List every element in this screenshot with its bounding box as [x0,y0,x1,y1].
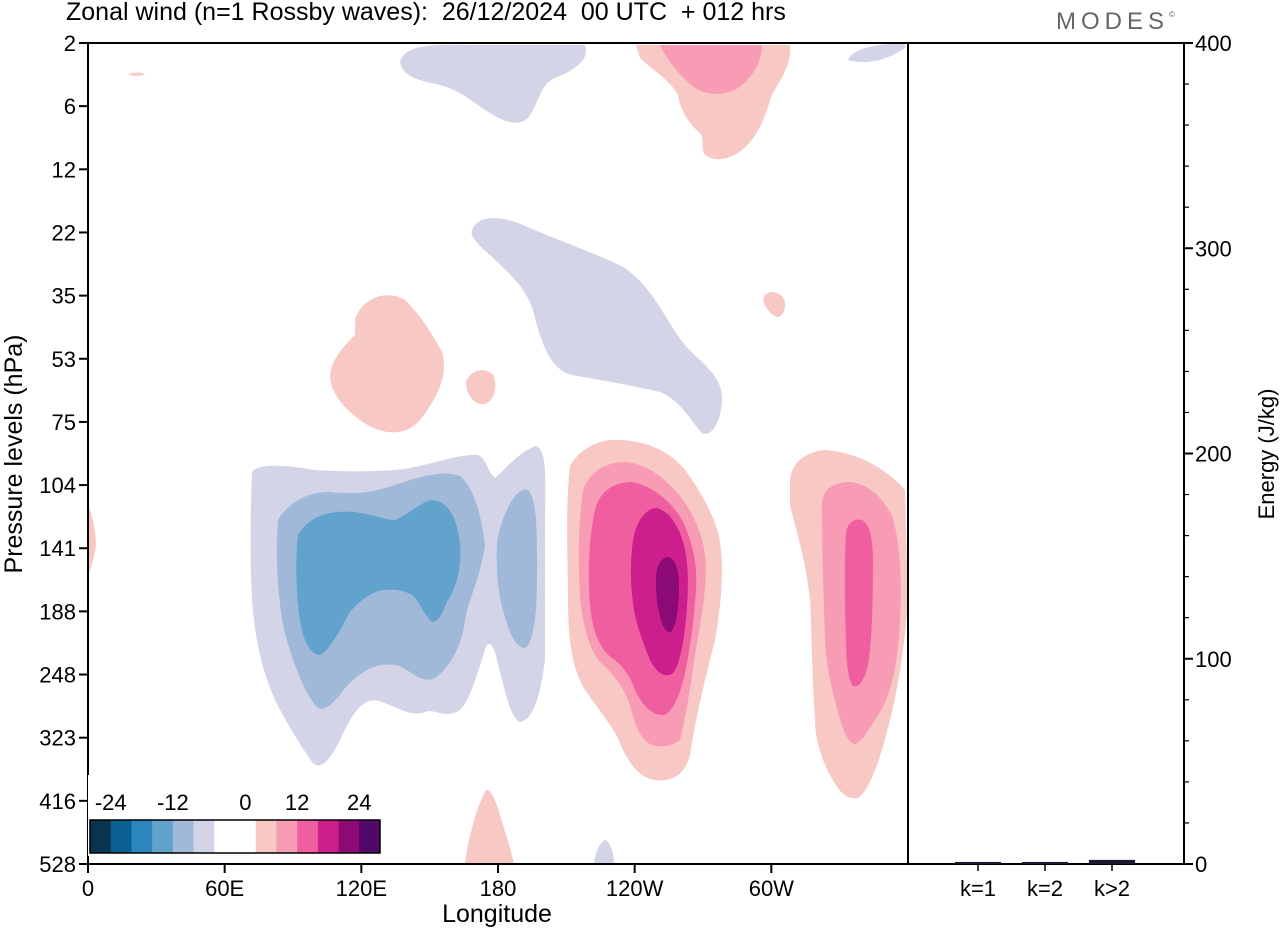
energy-tick-label: 200 [1195,442,1232,467]
contour-pos-12-trop-east [844,519,873,687]
y-axis-label: Pressure levels (hPa) [0,335,28,574]
contour-neg-9-east [496,489,538,648]
contour-neg-12-trop [296,500,461,655]
energy-bar [1089,859,1135,864]
colorbar-tick-label: 0 [239,790,251,815]
energy-category-label: k=2 [1027,876,1063,901]
energy-y-axis: 0 100 200 300 400 [1184,31,1232,877]
y-tick-label: 416 [39,789,76,814]
colorbar-swatch [276,820,298,853]
contour-pos-3-west-edge [88,505,96,575]
y-tick-label: 53 [52,347,76,372]
logo-text: MODES [1056,8,1170,35]
contour-pos-3-dash [128,72,145,76]
y-axis: 2 6 12 22 35 53 75 104 141 188 248 323 416 528 [39,31,88,877]
energy-axis-label: Energy (J/kg) [1254,389,1279,520]
y-tick-label: 75 [52,410,76,435]
colorbar-tick-label: -12 [157,790,189,815]
colorbar-swatch [172,820,195,853]
contour-plot-frame [87,42,909,865]
energy-bar [1022,861,1068,864]
contour-field [88,43,908,864]
colorbar-swatch [235,820,257,853]
y-tick-label: 248 [39,663,76,688]
energy-category-label: k>2 [1094,876,1130,901]
contour-pos-6-top [660,45,762,94]
colorbar-frame [89,819,381,854]
contour-pos-3-mid [330,295,444,433]
colorbar-swatch [297,820,319,853]
energy-tick-label: 300 [1195,236,1232,261]
x-tick-label: 120W [606,876,664,901]
y-tick-label: 2 [64,31,76,56]
energy-tick-label: 0 [1195,852,1207,877]
colorbar-swatch [110,820,132,853]
colorbar-swatch [193,820,215,853]
y-tick-label: 6 [64,94,76,119]
colorbar-swatch [255,820,277,853]
energy-plot-frame [907,42,1185,865]
colorbar-swatch [359,820,381,853]
energy-bars: k=1 k=2 k>2 [955,859,1135,901]
colorbar-swatch [338,820,360,853]
y-tick-label: 528 [39,852,76,877]
x-tick-label: 60E [205,876,244,901]
contour-pos-3-small [466,370,496,405]
contour-pos-24-trop-center [656,557,679,633]
colorbar-swatch [214,820,236,853]
x-axis: 0 60E 120E 180 120W 60W [82,864,794,901]
y-tick-label: 104 [39,473,76,498]
y-tick-label: 12 [52,157,76,182]
colorbar-swatch [317,820,340,853]
modes-logo: MODES© [1056,8,1175,36]
x-tick-label: 0 [82,876,94,901]
x-axis-label: Longitude [442,900,552,928]
colorbar-tick-label: 12 [285,790,309,815]
y-tick-label: 22 [52,220,76,245]
contour-neg-3-top [400,44,586,123]
contour-neg-3-bottom [594,840,614,864]
y-tick-label: 141 [39,536,76,561]
contour-neg-3-corner [848,43,905,63]
colorbar-tick-label: 24 [347,790,371,815]
x-tick-label: 120E [336,876,387,901]
energy-bar [955,861,1001,864]
energy-category-label: k=1 [960,876,996,901]
colorbar-swatch [152,820,174,853]
colorbar-swatch [131,820,153,853]
chart-title: Zonal wind (n=1 Rossby waves): 26/12/202… [66,0,786,26]
y-tick-label: 188 [39,599,76,624]
contour-pos-3-bottom [465,789,514,864]
x-tick-label: 60W [749,876,794,901]
energy-tick-label: 100 [1195,647,1232,672]
energy-tick-label: 400 [1195,31,1232,56]
colorbar-tick-label: -24 [95,790,127,815]
y-tick-label: 323 [39,726,76,751]
logo-copyright-mark: © [1169,10,1175,19]
x-tick-label: 180 [480,876,517,901]
contour-neg-3-mid [471,218,722,434]
y-tick-label: 35 [52,284,76,309]
contour-pos-3-dot [763,292,786,318]
colorbar: -24 -12 0 12 24 [88,775,382,856]
colorbar-swatch [90,820,112,853]
